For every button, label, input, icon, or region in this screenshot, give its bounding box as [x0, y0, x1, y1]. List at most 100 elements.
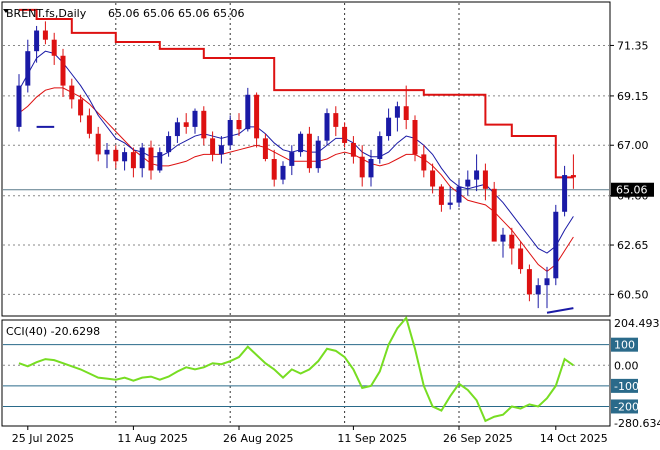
candle-body	[95, 133, 101, 155]
candle[interactable]	[430, 163, 436, 194]
candle[interactable]	[95, 126, 101, 162]
candle[interactable]	[465, 170, 471, 196]
candle[interactable]	[254, 92, 260, 148]
candle[interactable]	[474, 154, 480, 192]
candle[interactable]	[139, 142, 145, 178]
candle-body	[25, 51, 31, 86]
candle[interactable]	[324, 108, 330, 146]
candle[interactable]	[544, 266, 550, 309]
candle[interactable]	[482, 163, 488, 201]
candle[interactable]	[553, 204, 559, 286]
cci-axis-label: 100	[614, 339, 635, 352]
candle-body	[359, 156, 365, 178]
candle-body	[130, 152, 136, 169]
price-axis-label: 67.00	[617, 139, 649, 152]
candle[interactable]	[535, 278, 541, 309]
candle-body	[342, 126, 348, 143]
candle[interactable]	[245, 87, 251, 132]
candle[interactable]	[562, 165, 568, 217]
candle[interactable]	[25, 39, 31, 93]
candle[interactable]	[122, 147, 128, 171]
candle[interactable]	[130, 147, 136, 178]
current-price-label: 65.06	[616, 184, 648, 197]
candle-body	[60, 55, 66, 86]
candle[interactable]	[236, 113, 242, 137]
candle[interactable]	[342, 122, 348, 148]
candle-body	[377, 136, 383, 159]
candle[interactable]	[69, 78, 75, 109]
candle-body	[526, 269, 532, 295]
candle[interactable]	[350, 136, 356, 164]
candle[interactable]	[218, 136, 224, 164]
candle[interactable]	[86, 108, 92, 139]
candle[interactable]	[333, 106, 339, 137]
candle[interactable]	[51, 32, 57, 65]
ohlc-header: 65.06 65.06 65.06 65.06	[108, 7, 244, 20]
candle[interactable]	[421, 145, 427, 178]
candle[interactable]	[34, 25, 40, 63]
candle[interactable]	[166, 131, 172, 157]
candle[interactable]	[518, 241, 524, 274]
candle-body	[518, 248, 524, 270]
time-axis-label: 14 Oct 2025	[540, 432, 608, 445]
candle[interactable]	[438, 184, 444, 212]
candle-body	[166, 136, 172, 153]
candle[interactable]	[280, 161, 286, 185]
price-axis-label: 71.35	[617, 39, 649, 52]
candle-body	[271, 159, 277, 180]
candle[interactable]	[570, 154, 576, 189]
candle[interactable]	[60, 48, 66, 98]
candle-body	[148, 147, 154, 171]
candle[interactable]	[227, 115, 233, 150]
candle[interactable]	[491, 181, 497, 242]
candle[interactable]	[377, 131, 383, 164]
candle[interactable]	[210, 131, 216, 162]
candle-body	[394, 106, 400, 118]
candle-body	[482, 170, 488, 189]
candle[interactable]	[526, 264, 532, 302]
candle-body	[535, 285, 541, 295]
candle[interactable]	[359, 145, 365, 187]
candle[interactable]	[315, 136, 321, 173]
candle[interactable]	[368, 149, 374, 187]
candle[interactable]	[262, 133, 268, 162]
candle-body	[474, 170, 480, 180]
time-axis-label: 11 Sep 2025	[337, 432, 407, 445]
candle[interactable]	[78, 94, 84, 123]
time-axis-label: 26 Sep 2025	[443, 432, 513, 445]
candle[interactable]	[174, 117, 180, 143]
candle[interactable]	[271, 149, 277, 187]
candle[interactable]	[456, 179, 462, 208]
candle[interactable]	[289, 145, 295, 176]
candle[interactable]	[403, 85, 409, 130]
cci-axis-label: -200	[614, 400, 639, 413]
candle-body	[122, 152, 128, 162]
candle[interactable]	[104, 142, 110, 169]
candle[interactable]	[157, 147, 163, 173]
candle-body	[315, 140, 321, 169]
cci-axis-label: -280.634	[614, 417, 660, 430]
candle[interactable]	[386, 108, 392, 141]
support-segment	[546, 307, 574, 314]
candle[interactable]	[148, 140, 154, 180]
candle-body	[201, 110, 207, 139]
candle[interactable]	[113, 145, 119, 169]
candle[interactable]	[500, 227, 506, 258]
cci-header: CCI(40) -20.6298	[6, 325, 100, 338]
candle[interactable]	[192, 108, 198, 134]
candle[interactable]	[412, 115, 418, 162]
candle[interactable]	[306, 126, 312, 173]
candle[interactable]	[394, 101, 400, 132]
candle[interactable]	[509, 227, 515, 265]
candle-body	[570, 175, 576, 178]
candle-body	[509, 234, 515, 249]
candle[interactable]	[16, 74, 22, 132]
candle[interactable]	[183, 113, 189, 134]
candle[interactable]	[42, 21, 48, 45]
candle[interactable]	[201, 106, 207, 146]
collapse-arrow-icon[interactable]	[3, 9, 9, 13]
price-axis-label: 60.50	[617, 288, 649, 301]
candle[interactable]	[298, 131, 304, 157]
candle[interactable]	[447, 186, 453, 210]
